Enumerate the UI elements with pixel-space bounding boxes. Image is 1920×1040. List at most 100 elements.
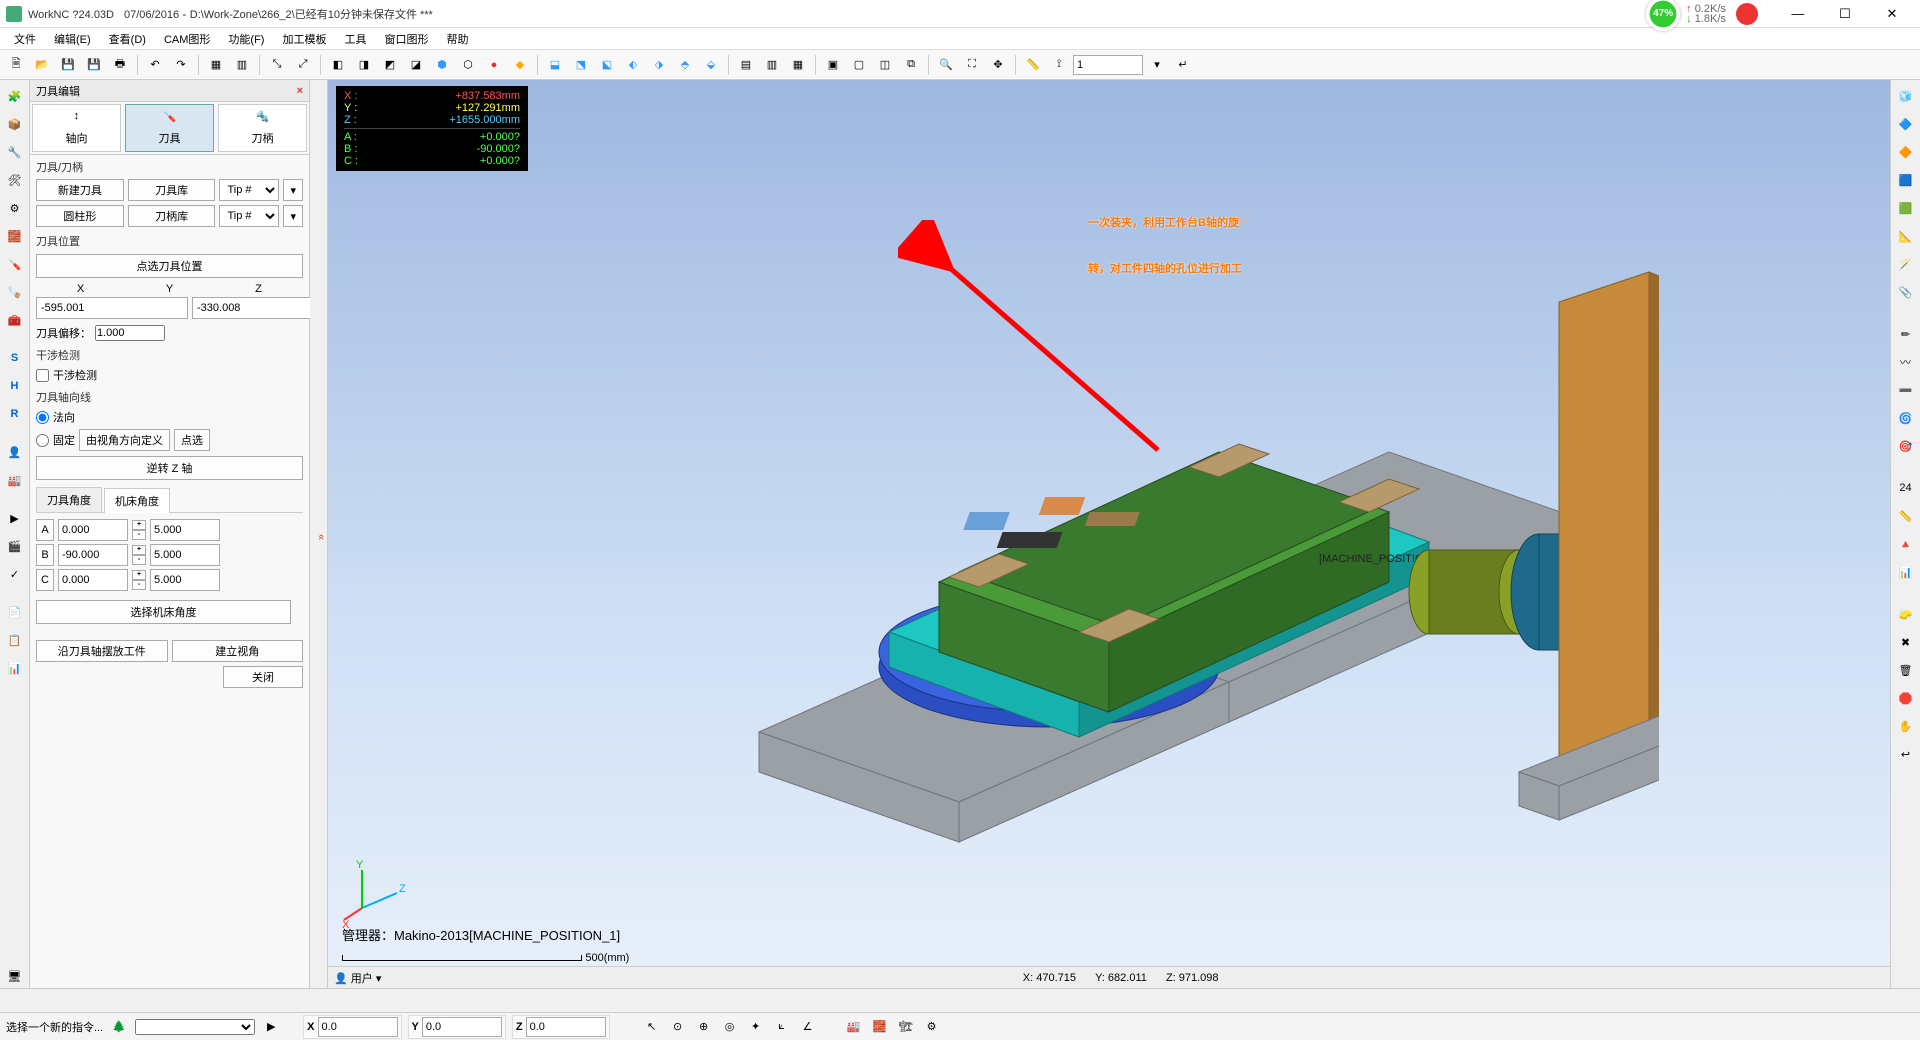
bb-snap6-icon[interactable]: ∠ bbox=[798, 1017, 818, 1037]
rrail-4-icon[interactable]: 🟦 bbox=[1894, 168, 1918, 192]
bb-snap1-icon[interactable]: ⊙ bbox=[668, 1017, 688, 1037]
tip-select-1[interactable]: Tip # bbox=[219, 179, 279, 201]
rrail-e2-icon[interactable]: ✖ bbox=[1894, 630, 1918, 654]
angle-c-spinner[interactable]: +- bbox=[132, 570, 146, 590]
angle-b-spinner[interactable]: +- bbox=[132, 545, 146, 565]
pick-axis-button[interactable]: 点选 bbox=[174, 429, 210, 451]
toolbar-cube4-icon[interactable]: ◪ bbox=[404, 53, 428, 77]
reverse-z-button[interactable]: 逆转 Z 轴 bbox=[36, 456, 303, 480]
rail-h-icon[interactable]: H bbox=[3, 374, 27, 398]
toolbar-iso2-icon[interactable]: ⬔ bbox=[569, 53, 593, 77]
cmd-tree-icon[interactable]: 🌲 bbox=[109, 1017, 129, 1037]
toolbar-iso7-icon[interactable]: ⬙ bbox=[699, 53, 723, 77]
rrail-8-icon[interactable]: 📎 bbox=[1894, 280, 1918, 304]
toolbar-view1-icon[interactable]: ▣ bbox=[821, 53, 845, 77]
fixed-radio[interactable] bbox=[36, 434, 49, 447]
menu-view[interactable]: 查看(D) bbox=[101, 29, 154, 49]
rail-op4-icon[interactable]: 🧱 bbox=[3, 224, 27, 248]
rrail-e1-icon[interactable]: 🧽 bbox=[1894, 602, 1918, 626]
bb-mode4-icon[interactable]: ⚙ bbox=[922, 1017, 942, 1037]
rrail-1-icon[interactable]: 🧊 bbox=[1894, 84, 1918, 108]
offset-input[interactable] bbox=[95, 325, 165, 341]
cmd-select[interactable] bbox=[135, 1019, 255, 1035]
new-tool-button[interactable]: 新建刀具 bbox=[36, 179, 124, 201]
rrail-6-icon[interactable]: 📐 bbox=[1894, 224, 1918, 248]
rrail-draw1-icon[interactable]: ✏ bbox=[1894, 322, 1918, 346]
toolbar-save-icon[interactable]: 💾 bbox=[56, 53, 80, 77]
bb-snap5-icon[interactable]: ⟀ bbox=[772, 1017, 792, 1037]
toolbar-redo-icon[interactable]: ↷ bbox=[169, 53, 193, 77]
toolbar-measure-icon[interactable]: 📏 bbox=[1021, 53, 1045, 77]
toolbar-box-icon[interactable]: ◆ bbox=[508, 53, 532, 77]
rail-stock-icon[interactable]: 📦 bbox=[3, 112, 27, 136]
bb-snap2-icon[interactable]: ⊕ bbox=[694, 1017, 714, 1037]
bb-snap3-icon[interactable]: ◎ bbox=[720, 1017, 740, 1037]
tab-machine-angle[interactable]: 机床角度 bbox=[104, 488, 170, 513]
tab-axial[interactable]: ↕轴向 bbox=[32, 104, 121, 152]
toolbar-fit-icon[interactable]: ⛶ bbox=[960, 53, 984, 77]
menu-template[interactable]: 加工模板 bbox=[274, 29, 334, 49]
toolbar-cube3-icon[interactable]: ◩ bbox=[378, 53, 402, 77]
toolbar-grid-icon[interactable]: ▦ bbox=[204, 53, 228, 77]
toolbar-cube2-icon[interactable]: ◨ bbox=[352, 53, 376, 77]
bb-mode3-icon[interactable]: 🏗 bbox=[896, 1017, 916, 1037]
toolbar-dropdown-icon[interactable]: ▾ bbox=[1145, 53, 1169, 77]
panel-collapse-icon[interactable]: « bbox=[310, 80, 328, 988]
rrail-e5-icon[interactable]: ✋ bbox=[1894, 714, 1918, 738]
toolbar-axis1-icon[interactable]: ⤡ bbox=[265, 53, 289, 77]
rrail-7-icon[interactable]: 🪄 bbox=[1894, 252, 1918, 276]
angle-b-step[interactable] bbox=[150, 544, 220, 566]
menu-file[interactable]: 文件 bbox=[6, 29, 44, 49]
toolbar-undo-icon[interactable]: ↶ bbox=[143, 53, 167, 77]
rail-play-icon[interactable]: ▶ bbox=[3, 506, 27, 530]
angle-a-input[interactable] bbox=[58, 519, 128, 541]
toolbar-saveall-icon[interactable]: 💾 bbox=[82, 53, 106, 77]
tip1-more-button[interactable]: ▾ bbox=[283, 179, 303, 201]
rrail-m1-icon[interactable]: 24 bbox=[1894, 476, 1918, 500]
menu-edit[interactable]: 编辑(E) bbox=[46, 29, 99, 49]
rail-sim-icon[interactable]: 🎬 bbox=[3, 534, 27, 558]
angle-c-step[interactable] bbox=[150, 569, 220, 591]
rail-op5-icon[interactable]: 🪛 bbox=[3, 252, 27, 276]
rrail-draw4-icon[interactable]: 🌀 bbox=[1894, 406, 1918, 430]
tab-holder[interactable]: 🔩刀柄 bbox=[218, 104, 307, 152]
bb-mode1-icon[interactable]: 🏭 bbox=[844, 1017, 864, 1037]
rail-verify-icon[interactable]: ✓ bbox=[3, 562, 27, 586]
cmd-z-input[interactable] bbox=[526, 1017, 606, 1037]
toolbar-sheet2-icon[interactable]: ▥ bbox=[760, 53, 784, 77]
toolbar-shade-icon[interactable]: ⬢ bbox=[430, 53, 454, 77]
holder-lib-button[interactable]: 刀柄库 bbox=[128, 205, 216, 227]
rail-s-icon[interactable]: S bbox=[3, 346, 27, 370]
toolbar-value-input[interactable] bbox=[1073, 55, 1143, 75]
viewport-3d[interactable]: X :+837.583mm Y :+127.291mm Z :+1655.000… bbox=[328, 80, 1890, 988]
menu-function[interactable]: 功能(F) bbox=[220, 29, 272, 49]
toolbar-zoom-icon[interactable]: 🔍 bbox=[934, 53, 958, 77]
toolbar-apply-icon[interactable]: ↵ bbox=[1171, 53, 1195, 77]
cmd-x-input[interactable] bbox=[318, 1017, 398, 1037]
rail-op3-icon[interactable]: ⚙ bbox=[3, 196, 27, 220]
toolbar-view4-icon[interactable]: ⧉ bbox=[899, 53, 923, 77]
bb-mode2-icon[interactable]: 🧱 bbox=[870, 1017, 890, 1037]
rail-r-icon[interactable]: R bbox=[3, 402, 27, 426]
toolbar-sheet3-icon[interactable]: ▦ bbox=[786, 53, 810, 77]
menu-cam[interactable]: CAM图形 bbox=[156, 29, 218, 49]
rrail-draw2-icon[interactable]: 〰 bbox=[1894, 350, 1918, 374]
rail-report-icon[interactable]: 📊 bbox=[3, 656, 27, 680]
toolbar-open-icon[interactable]: 📂 bbox=[30, 53, 54, 77]
panel-close-button[interactable]: 关闭 bbox=[223, 666, 303, 688]
rrail-3-icon[interactable]: 🔶 bbox=[1894, 140, 1918, 164]
rrail-e6-icon[interactable]: ↩ bbox=[1894, 742, 1918, 766]
minimize-button[interactable]: — bbox=[1776, 0, 1820, 26]
rail-op2-icon[interactable]: 🛠 bbox=[3, 168, 27, 192]
toolbar-iso3-icon[interactable]: ⬕ bbox=[595, 53, 619, 77]
toolbar-layers-icon[interactable]: ▥ bbox=[230, 53, 254, 77]
rail-op1-icon[interactable]: 🔧 bbox=[3, 140, 27, 164]
toolbar-probe-icon[interactable]: ⟟ bbox=[1047, 53, 1071, 77]
cylinder-button[interactable]: 圆柱形 bbox=[36, 205, 124, 227]
rail-op7-icon[interactable]: 🧰 bbox=[3, 308, 27, 332]
cmd-go-icon[interactable]: ▶ bbox=[261, 1017, 281, 1037]
angle-b-input[interactable] bbox=[58, 544, 128, 566]
rrail-e4-icon[interactable]: 🛑 bbox=[1894, 686, 1918, 710]
toolbar-iso4-icon[interactable]: ⬖ bbox=[621, 53, 645, 77]
rail-post-icon[interactable]: 📄 bbox=[3, 600, 27, 624]
